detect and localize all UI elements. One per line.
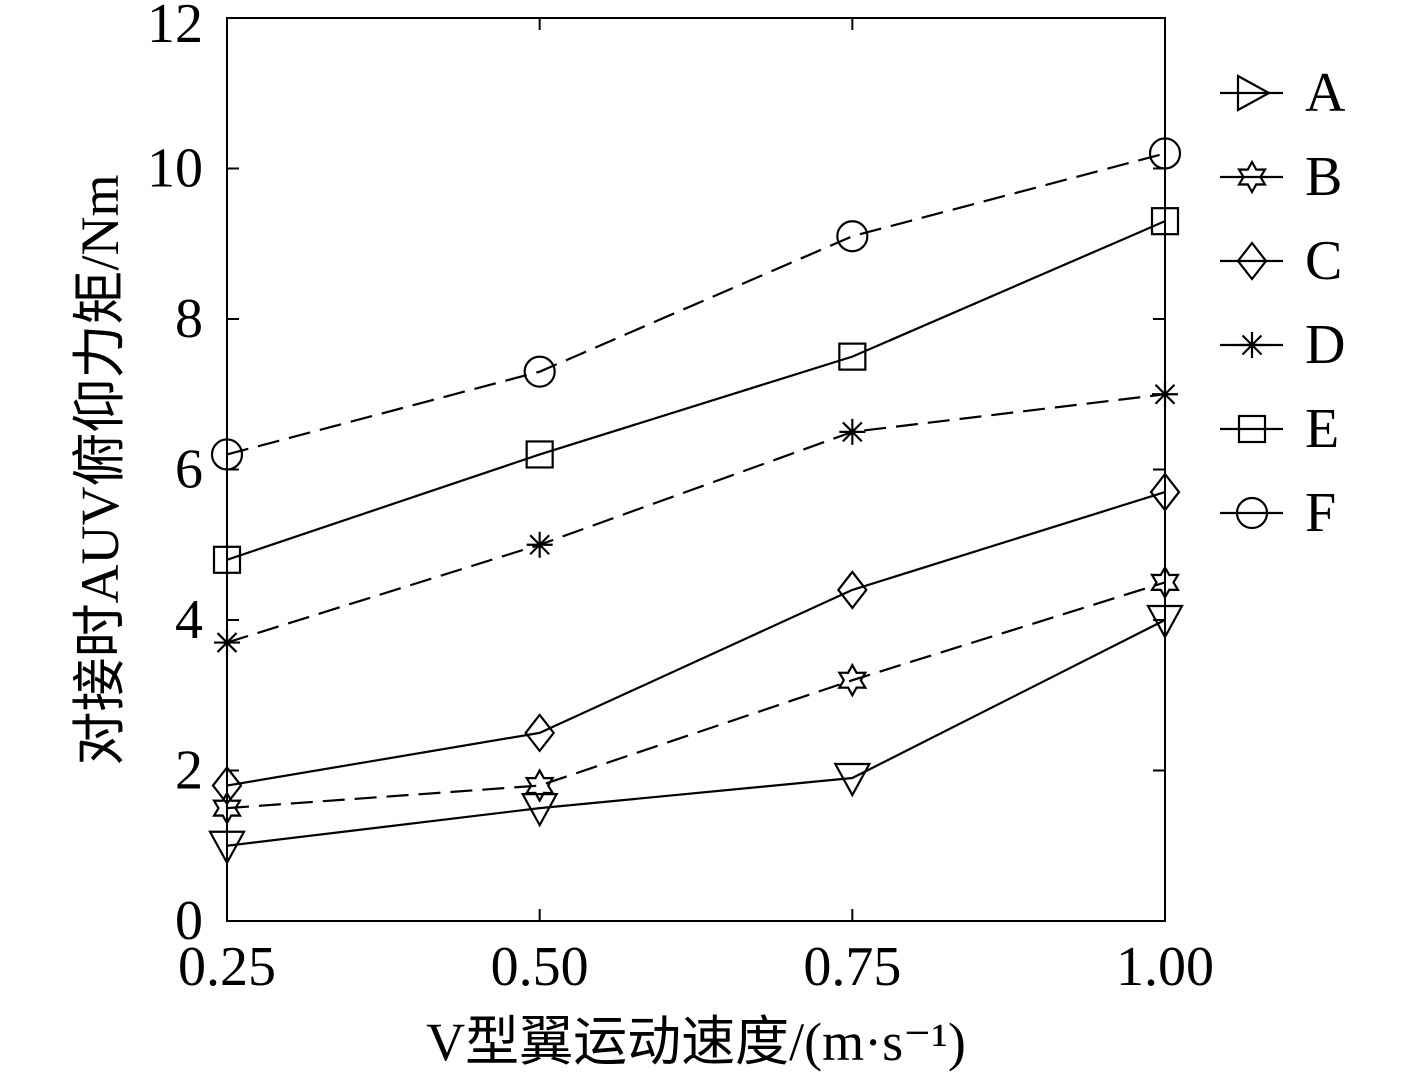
- series-line-D: [226, 393, 1166, 644]
- legend-label: A: [1305, 62, 1346, 124]
- y-tick-label: 0: [175, 890, 203, 952]
- series-D-point-2: [526, 531, 553, 558]
- series-line-B: [226, 581, 1166, 810]
- x-tick-label: 0.75: [803, 936, 901, 998]
- legend-label: D: [1305, 314, 1345, 376]
- legend-marker-D: [1239, 332, 1265, 358]
- y-axis-label: 对接时AUV俯仰力矩/Nm: [70, 175, 130, 766]
- legend-label: B: [1305, 146, 1342, 208]
- legend-label: E: [1305, 398, 1339, 460]
- legend-item-A: A: [1220, 62, 1346, 124]
- series-E-point-3: [838, 342, 867, 371]
- series-A-point-3: [833, 762, 872, 798]
- series-D-point-3: [839, 418, 866, 445]
- y-tick-label: 6: [175, 439, 203, 501]
- y-tick-label: 10: [147, 138, 203, 200]
- legend-marker-E: [1237, 414, 1267, 444]
- series-line-E: [226, 220, 1166, 561]
- series-F-point-2: [523, 355, 556, 388]
- axis-ticks: [226, 17, 1166, 922]
- legend-marker-F: [1235, 496, 1269, 530]
- legend-item-F: F: [1220, 482, 1336, 544]
- series-C-point-3: [836, 570, 868, 610]
- legend-item-C: C: [1220, 230, 1342, 292]
- y-tick-label: 12: [147, 0, 203, 55]
- legend-marker-B: [1237, 159, 1267, 195]
- series-C-point-2: [524, 713, 556, 753]
- series-F-point-3: [836, 220, 869, 253]
- x-tick-label: 1.00: [1116, 936, 1214, 998]
- legend-label: C: [1305, 230, 1342, 292]
- y-tick-label: 8: [175, 288, 203, 350]
- series-B-point-2: [524, 768, 555, 803]
- series-E-point-2: [525, 440, 554, 469]
- series-line-C: [226, 491, 1166, 787]
- legend-item-B: B: [1220, 146, 1342, 208]
- x-tick-label: 0.25: [178, 936, 276, 998]
- series-line-A: [226, 619, 1166, 847]
- legend-marker-C: [1236, 241, 1268, 281]
- tick-labels: 0 2 4 6 8 10 12 0.25 0.50 0.75 1.00: [147, 0, 1214, 998]
- y-tick-label: 2: [175, 740, 203, 802]
- legend-marker-A: [1236, 74, 1272, 112]
- legend-item-D: D: [1220, 314, 1345, 376]
- x-axis-label: V型翼运动速度/(m·s⁻¹): [426, 1012, 966, 1072]
- series-A-point-2: [520, 793, 559, 828]
- legend-item-E: E: [1220, 398, 1339, 460]
- legend-label: F: [1305, 482, 1336, 544]
- x-tick-label: 0.50: [491, 936, 589, 998]
- series-line-F: [226, 152, 1166, 456]
- y-tick-label: 4: [175, 589, 203, 651]
- series-B-point-3: [837, 662, 868, 698]
